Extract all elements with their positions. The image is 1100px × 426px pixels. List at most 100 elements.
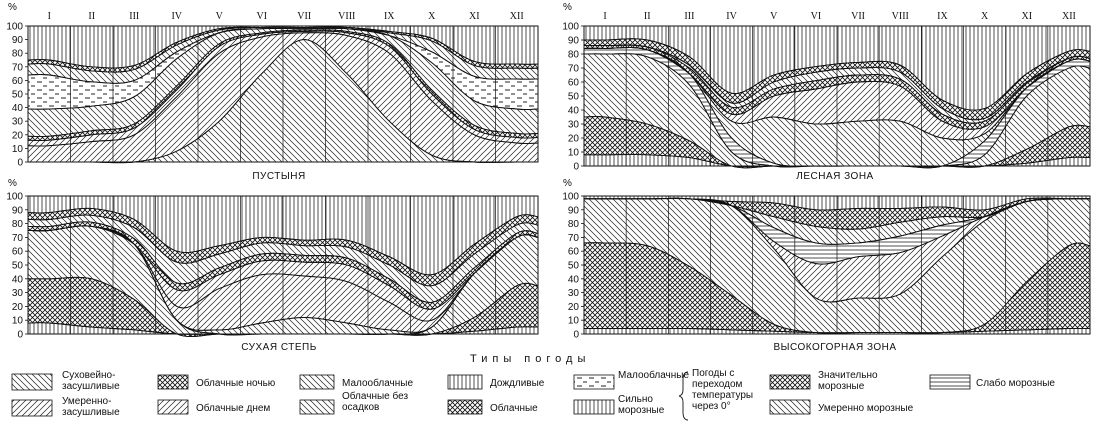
y-tick-label: 100 [6, 192, 23, 203]
y-tick-label: 70 [568, 64, 580, 75]
legend-swatch [11, 373, 53, 391]
panel-highland-zone: % 0 10 20 30 40 50 60 70 80 90 100 ВЫСОКОГОРНАЯ ЗО… [562, 178, 1091, 353]
month-label: II [88, 11, 95, 22]
legend-label: Облачные днем [196, 402, 270, 414]
month-label: I [48, 11, 51, 22]
month-label: I [603, 11, 606, 22]
y-tick-label: 60 [568, 78, 580, 89]
y-tick-label: 50 [568, 261, 580, 272]
y-tick-label: 80 [12, 219, 24, 230]
y-tick-label: 30 [12, 117, 24, 128]
y-tick-label: 30 [12, 288, 24, 299]
month-label: VIII [338, 11, 355, 22]
y-tick-label: 70 [568, 233, 580, 244]
legend-title: Типы погоды [470, 353, 590, 365]
legend-label: Облачные ночью [196, 377, 276, 389]
panel-dry-steppe: % 0 10 20 30 40 50 60 70 80 90 100 СУХАЯ СТЕПЬ [6, 178, 539, 353]
y-tick-label: 100 [6, 22, 23, 33]
legend-item: Облачные без осадков [299, 390, 408, 415]
panel-title: ПУСТЫНЯ [252, 171, 305, 182]
legend-swatch [573, 374, 615, 390]
y-tick-label: 50 [12, 90, 24, 101]
y-tick-label: 0 [17, 158, 23, 169]
y-unit-label: % [563, 178, 572, 189]
y-tick-label: 20 [12, 130, 24, 141]
month-label: IX [384, 11, 395, 22]
legend-item: Слабо морозные [929, 374, 1055, 390]
month-label: II [644, 11, 651, 22]
month-label: V [216, 11, 224, 22]
month-gridlines [625, 196, 1049, 334]
y-tick-label: 40 [568, 274, 580, 285]
y-tick-labels: 0 10 20 30 40 50 60 70 80 90 100 [562, 192, 584, 341]
panel-title: ЛЕСНАЯ ЗОНА [796, 171, 873, 182]
month-label: X [981, 11, 989, 22]
legend-swatch [769, 399, 811, 415]
month-label: X [428, 11, 436, 22]
legend-label: Умеренно морозные [818, 403, 914, 414]
month-gridlines [70, 196, 496, 334]
plot-frame [27, 25, 539, 163]
y-tick-label: 0 [573, 330, 579, 341]
legend-item: Значительно морозные [769, 370, 878, 392]
y-tick-labels: 0 10 20 30 40 50 60 70 80 90 100 [562, 22, 584, 173]
legend-label: Малооблачные [342, 377, 413, 389]
month-label: IX [937, 11, 948, 22]
y-tick-labels: 0 10 20 30 40 50 60 70 80 90 100 [6, 22, 28, 169]
month-label: IV [171, 11, 182, 22]
legend-item: Облачные [447, 399, 538, 415]
y-tick-label: 10 [12, 316, 24, 327]
legend-swatch [769, 374, 811, 390]
y-tick-label: 60 [12, 247, 24, 258]
y-tick-label: 40 [568, 106, 580, 117]
month-label: VI [811, 11, 822, 22]
month-label: XII [1062, 11, 1076, 22]
legend-swatch [11, 399, 53, 417]
plot-frame [583, 25, 1091, 167]
y-tick-label: 10 [12, 144, 24, 155]
y-tick-label: 30 [568, 288, 580, 299]
legend-swatch [447, 374, 483, 390]
month-label: VII [851, 11, 865, 22]
y-tick-label: 50 [12, 261, 24, 272]
y-tick-label: 30 [568, 120, 580, 131]
y-unit-label: % [563, 2, 572, 13]
y-unit-label: % [8, 2, 17, 13]
y-tick-label: 80 [12, 49, 24, 60]
y-tick-label: 90 [12, 205, 24, 216]
legend-item: Дождливые [447, 374, 545, 390]
month-label: XI [469, 11, 480, 22]
panel-title: СУХАЯ СТЕПЬ [241, 342, 317, 353]
month-label: III [684, 11, 694, 22]
panel-title: ВЫСОКОГОРНАЯ ЗОНА [773, 342, 896, 353]
legend-bracket [678, 371, 689, 421]
legend-swatch [299, 374, 335, 390]
y-tick-label: 80 [568, 50, 580, 61]
month-gridlines [70, 26, 496, 162]
y-tick-label: 90 [12, 35, 24, 46]
y-tick-label: 50 [568, 92, 580, 103]
y-tick-label: 40 [12, 103, 24, 114]
month-label: VIII [892, 11, 909, 22]
y-tick-label: 100 [562, 192, 579, 203]
y-tick-label: 20 [568, 134, 580, 145]
legend-item: Суховейно-засушливые [11, 370, 120, 392]
month-label: III [129, 11, 139, 22]
y-tick-label: 10 [568, 316, 580, 327]
y-tick-label: 70 [12, 233, 24, 244]
month-label: V [770, 11, 778, 22]
legend: Суховейно-засушливые Умеренно-засушливые… [11, 368, 1055, 421]
legend-label: Сильно морозные [618, 394, 665, 416]
month-label: XII [510, 11, 524, 22]
legend-item: Умеренно морозные [769, 399, 914, 415]
legend-swatch [299, 399, 335, 415]
legend-item: Малооблачные [299, 374, 413, 390]
plot-frame [583, 195, 1091, 335]
y-tick-label: 20 [12, 302, 24, 313]
month-label: IV [726, 11, 737, 22]
y-tick-label: 0 [573, 162, 579, 173]
legend-label: Умеренно-засушливые [62, 396, 120, 418]
